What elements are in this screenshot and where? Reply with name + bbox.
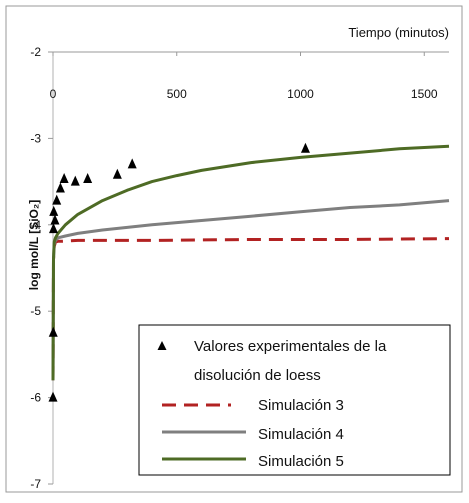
experimental-point xyxy=(48,223,58,234)
experimental-point xyxy=(50,214,60,225)
legend-experimental-label-1: Valores experimentales de la xyxy=(194,338,387,355)
experimental-point xyxy=(127,158,137,169)
experimental-point xyxy=(49,205,59,216)
experimental-point xyxy=(83,173,93,184)
legend: Valores experimentales de la disolución … xyxy=(138,324,451,476)
experimental-point xyxy=(70,175,80,186)
experimental-point xyxy=(55,182,65,193)
experimental-point xyxy=(112,168,122,179)
x-tick-label: 1000 xyxy=(287,87,314,101)
experimental-point xyxy=(48,326,58,337)
legend-triangle-icon xyxy=(157,341,167,350)
x-axis-title: Tiempo (minutos) xyxy=(348,25,449,40)
experimental-point xyxy=(52,194,62,205)
experimental-point xyxy=(300,142,310,153)
x-tick-label: 1500 xyxy=(411,87,438,101)
y-tick-label: -3 xyxy=(30,131,41,145)
y-tick-label: -2 xyxy=(30,45,41,59)
x-tick-label: 500 xyxy=(167,87,187,101)
experimental-point xyxy=(48,391,58,402)
experimental-point xyxy=(59,173,69,184)
y-tick-label: -7 xyxy=(30,477,41,491)
sim5-line xyxy=(51,144,450,381)
series-layer xyxy=(48,142,450,402)
y-tick-label: -6 xyxy=(30,391,41,405)
y-tick-label: -5 xyxy=(30,304,41,318)
legend-sim3-label: Simulación 3 xyxy=(258,397,344,414)
legend-sim5-label: Simulación 5 xyxy=(258,453,344,470)
experimental-markers xyxy=(48,142,310,402)
legend-box xyxy=(138,324,451,476)
legend-sim4-label: Simulación 4 xyxy=(258,426,344,443)
legend-experimental-label-2: disolución de loess xyxy=(194,367,321,384)
y-axis-title: log mol/L [SiO₂] xyxy=(27,200,41,290)
y-tick-label: -4 xyxy=(30,218,41,232)
x-tick-label: 0 xyxy=(50,87,57,101)
